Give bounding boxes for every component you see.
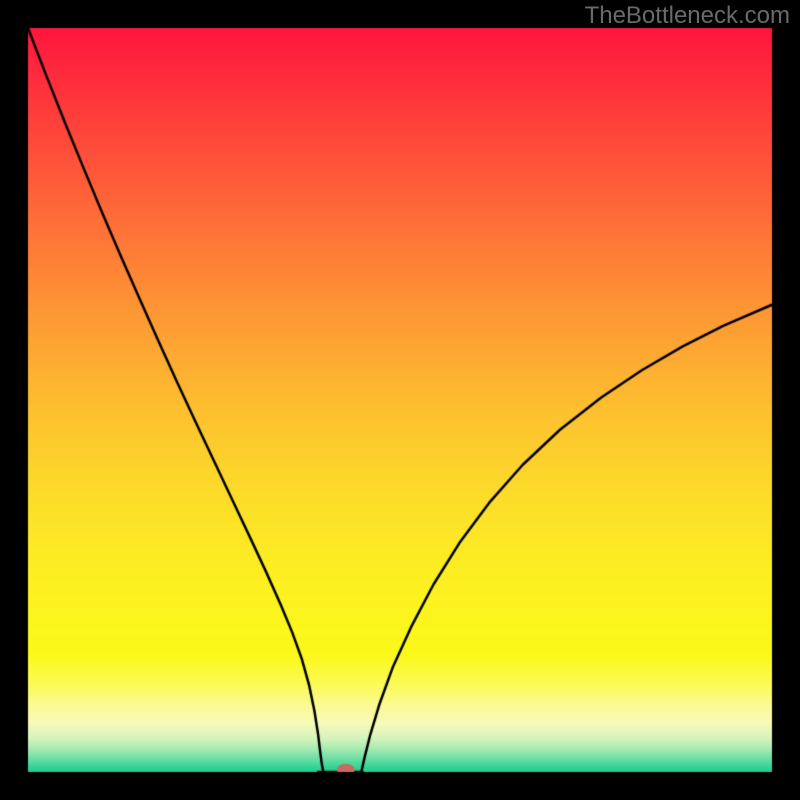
watermark-text: TheBottleneck.com: [585, 2, 790, 30]
bottleneck-chart-canvas: [0, 0, 800, 800]
chart-container: TheBottleneck.com: [0, 0, 800, 800]
